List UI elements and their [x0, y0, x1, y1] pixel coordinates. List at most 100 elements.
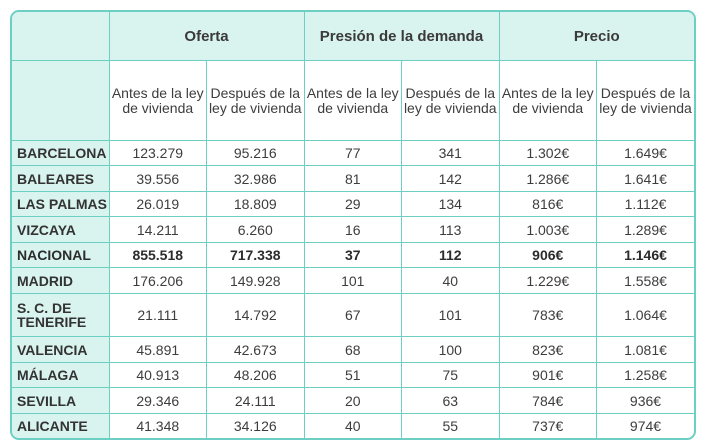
table-cell: 40 — [401, 267, 500, 294]
table-cell: 26.019 — [108, 190, 207, 218]
table-cell: 20 — [303, 387, 402, 414]
subheader-precio-antes: Antes de la ley de vivienda — [498, 60, 597, 141]
table-cell: 783€ — [498, 292, 597, 338]
row-label: MADRID — [12, 267, 110, 294]
table-row: VIZCAYA 14.211 6.260 16 113 1.003€ 1.289€ — [12, 216, 694, 243]
table-cell: 29 — [303, 190, 402, 218]
subheader-oferta-antes: Antes de la ley de vivienda — [108, 60, 207, 141]
data-table-container: Oferta Presión de la demanda Precio Ante… — [10, 10, 696, 440]
housing-law-table: Oferta Presión de la demanda Precio Ante… — [12, 12, 694, 438]
table-cell: 51 — [303, 361, 402, 389]
corner-cell — [12, 12, 110, 62]
table-cell: 1.641€ — [596, 165, 694, 192]
table-cell: 1.003€ — [498, 216, 597, 243]
table-cell: 816€ — [498, 190, 597, 218]
table-cell: 6.260 — [206, 216, 305, 243]
table-cell: 1.081€ — [596, 336, 694, 363]
table-cell: 45.891 — [108, 336, 207, 363]
table-cell: 1.558€ — [596, 267, 694, 294]
table-cell: 39.556 — [108, 165, 207, 192]
table-row: MÁLAGA 40.913 48.206 51 75 901€ 1.258€ — [12, 361, 694, 389]
table-cell: 77 — [303, 140, 402, 167]
table-cell: 14.211 — [108, 216, 207, 243]
row-label: MÁLAGA — [12, 361, 110, 389]
table-cell: 142 — [401, 165, 500, 192]
table-cell: 101 — [303, 267, 402, 294]
table-cell: 1.302€ — [498, 140, 597, 167]
table-cell: 81 — [303, 165, 402, 192]
table-cell: 717.338 — [206, 241, 305, 269]
table-cell: 48.206 — [206, 361, 305, 389]
table-cell: 21.111 — [108, 292, 207, 338]
table-cell: 42.673 — [206, 336, 305, 363]
table-row: MADRID 176.206 149.928 101 40 1.229€ 1.558€ — [12, 267, 694, 294]
table-cell: 113 — [401, 216, 500, 243]
table-cell: 936€ — [596, 387, 694, 414]
row-label: S. C. DE TENERIFE — [12, 292, 110, 338]
table-cell: 1.229€ — [498, 267, 597, 294]
table-cell: 18.809 — [206, 190, 305, 218]
table-cell: 101 — [401, 292, 500, 338]
group-header-oferta: Oferta — [108, 12, 305, 62]
row-label: BALEARES — [12, 165, 110, 192]
table-cell: 784€ — [498, 387, 597, 414]
group-header-row: Oferta Presión de la demanda Precio — [12, 12, 694, 62]
table-cell: 737€ — [498, 412, 597, 438]
table-cell: 176.206 — [108, 267, 207, 294]
table-cell: 34.126 — [206, 412, 305, 438]
group-header-presion: Presión de la demanda — [303, 12, 500, 62]
row-label: LAS PALMAS — [12, 190, 110, 218]
table-cell: 1.146€ — [596, 241, 694, 269]
table-cell: 24.111 — [206, 387, 305, 414]
table-cell: 63 — [401, 387, 500, 414]
table-cell: 40.913 — [108, 361, 207, 389]
table-cell: 855.518 — [108, 241, 207, 269]
table-cell: 32.986 — [206, 165, 305, 192]
table-row: LAS PALMAS 26.019 18.809 29 134 816€ 1.112€ — [12, 190, 694, 218]
table-cell: 1.286€ — [498, 165, 597, 192]
table-cell: 67 — [303, 292, 402, 338]
table-cell: 123.279 — [108, 140, 207, 167]
table-cell: 134 — [401, 190, 500, 218]
table-cell: 16 — [303, 216, 402, 243]
row-label: ALICANTE — [12, 412, 110, 438]
table-cell: 41.348 — [108, 412, 207, 438]
table-cell: 37 — [303, 241, 402, 269]
subheader-presion-antes: Antes de la ley de vivienda — [303, 60, 402, 141]
table-row: BALEARES 39.556 32.986 81 142 1.286€ 1.641€ — [12, 165, 694, 192]
table-cell: 1.289€ — [596, 216, 694, 243]
table-row: S. C. DE TENERIFE 21.111 14.792 67 101 783€ 1.… — [12, 292, 694, 338]
table-cell: 95.216 — [206, 140, 305, 167]
table-row: BARCELONA 123.279 95.216 77 341 1.302€ 1.649€ — [12, 140, 694, 167]
table-row: VALENCIA 45.891 42.673 68 100 823€ 1.081€ — [12, 336, 694, 363]
table-cell: 823€ — [498, 336, 597, 363]
table-cell: 149.928 — [206, 267, 305, 294]
table-cell: 1.649€ — [596, 140, 694, 167]
table-cell: 40 — [303, 412, 402, 438]
table-cell: 29.346 — [108, 387, 207, 414]
subheader-presion-despues: Después de la ley de vivienda — [401, 60, 500, 141]
row-label: NACIONAL — [12, 241, 110, 269]
row-label: VIZCAYA — [12, 216, 110, 243]
table-body: BARCELONA 123.279 95.216 77 341 1.302€ 1.649€ B… — [12, 140, 694, 438]
table-cell: 1.258€ — [596, 361, 694, 389]
table-row: SEVILLA 29.346 24.111 20 63 784€ 936€ — [12, 387, 694, 414]
sub-header-row: Antes de la ley de vivienda Después de l… — [12, 60, 694, 141]
subheader-precio-despues: Después de la ley de vivienda — [596, 60, 694, 141]
table-cell: 68 — [303, 336, 402, 363]
table-cell: 901€ — [498, 361, 597, 389]
row-label: SEVILLA — [12, 387, 110, 414]
table-cell: 55 — [401, 412, 500, 438]
table-cell: 906€ — [498, 241, 597, 269]
table-cell: 14.792 — [206, 292, 305, 338]
table-cell: 974€ — [596, 412, 694, 438]
table-row: ALICANTE 41.348 34.126 40 55 737€ 974€ — [12, 412, 694, 438]
table-cell: 1.064€ — [596, 292, 694, 338]
table-cell: 341 — [401, 140, 500, 167]
table-cell: 1.112€ — [596, 190, 694, 218]
group-header-precio: Precio — [498, 12, 694, 62]
row-label: BARCELONA — [12, 140, 110, 167]
subheader-oferta-despues: Después de la ley de vivienda — [206, 60, 305, 141]
corner-cell-sub — [12, 60, 110, 141]
row-label: VALENCIA — [12, 336, 110, 363]
